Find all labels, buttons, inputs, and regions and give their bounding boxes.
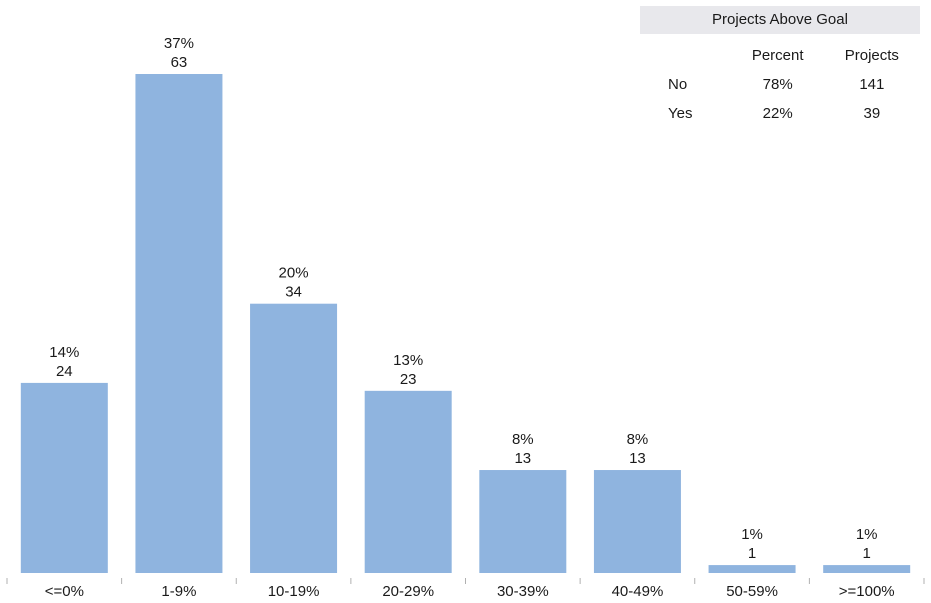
- x-tick-label: 40-49%: [612, 583, 664, 600]
- x-tick-label: >=100%: [839, 583, 895, 600]
- x-tick-label: 10-19%: [268, 583, 320, 600]
- bar: [20, 382, 108, 573]
- bar-value-label: 24: [56, 363, 73, 380]
- x-tick-label: <=0%: [45, 583, 84, 600]
- summary-row-label: No: [668, 76, 688, 93]
- bar: [708, 565, 796, 573]
- bar-value-label: 63: [171, 54, 188, 71]
- bar-percent-label: 1%: [741, 526, 763, 543]
- bar-value-label: 1: [863, 545, 871, 562]
- summary-row-label: Yes: [668, 105, 693, 122]
- summary-table: Projects Above Goal Percent Projects No …: [640, 6, 920, 128]
- summary-row-no: No 78% 141: [640, 70, 920, 99]
- bar: [479, 470, 567, 573]
- summary-header-projects: Projects: [844, 46, 899, 64]
- summary-title: Projects Above Goal: [640, 6, 920, 34]
- bar-percent-label: 8%: [512, 431, 534, 448]
- bar: [364, 390, 452, 573]
- summary-header-row: Percent Projects: [640, 40, 920, 70]
- x-tick-label: 50-59%: [726, 583, 778, 600]
- x-tick-label: 20-29%: [382, 583, 434, 600]
- bar: [593, 470, 681, 573]
- summary-row-percent: 78%: [762, 76, 793, 93]
- summary-header-percent: Percent: [751, 46, 804, 64]
- bar-percent-label: 37%: [164, 35, 194, 52]
- bar-value-label: 23: [400, 371, 417, 388]
- summary-row-projects: 39: [863, 105, 881, 122]
- bar-percent-label: 13%: [393, 352, 423, 369]
- bar-value-label: 1: [748, 545, 756, 562]
- x-tick-label: 30-39%: [497, 583, 549, 600]
- summary-grid: Percent Projects No 78% 141 Yes 22% 39: [640, 40, 920, 128]
- x-tick-label: 1-9%: [161, 583, 196, 600]
- bar-percent-label: 1%: [856, 526, 878, 543]
- bar-percent-label: 14%: [49, 344, 79, 361]
- summary-header-label: [640, 40, 732, 70]
- summary-row-projects: 141: [859, 76, 885, 93]
- bar-percent-label: 8%: [627, 431, 649, 448]
- summary-row-percent: 22%: [762, 105, 793, 122]
- bar: [135, 74, 223, 573]
- bar-value-label: 13: [629, 450, 646, 467]
- bar-value-label: 34: [285, 284, 302, 301]
- bar: [823, 565, 911, 573]
- bar: [250, 303, 338, 573]
- bar-percent-label: 20%: [279, 265, 309, 282]
- summary-row-yes: Yes 22% 39: [640, 99, 920, 128]
- bar-value-label: 13: [514, 450, 531, 467]
